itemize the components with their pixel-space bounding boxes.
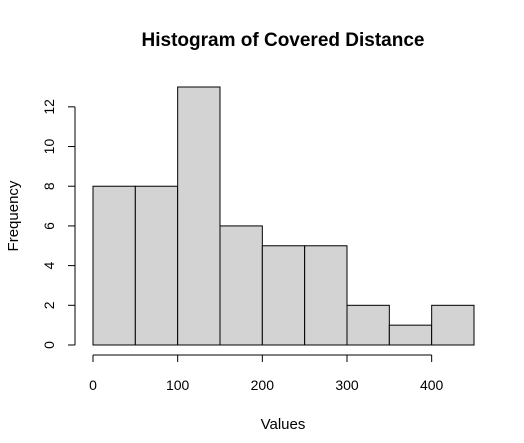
y-tick-label-0: 0 xyxy=(41,341,57,349)
histogram-bar-6 xyxy=(346,304,390,346)
y-axis-label: Frequency xyxy=(5,180,22,251)
chart-title: Histogram of Covered Distance xyxy=(142,30,425,51)
y-tick-label-10: 10 xyxy=(41,139,57,155)
y-tick-label-6: 6 xyxy=(41,222,57,230)
x-tick-label-100: 100 xyxy=(166,377,190,393)
bars-group xyxy=(92,86,475,346)
histogram-bar-2 xyxy=(177,86,221,346)
x-axis: 0 100 200 300 400 xyxy=(89,354,444,393)
y-tick-label-4: 4 xyxy=(41,262,57,270)
histogram-bar-3 xyxy=(219,225,263,346)
x-tick-label-200: 200 xyxy=(251,377,275,393)
x-tick-label-300: 300 xyxy=(335,377,359,393)
histogram-bar-5 xyxy=(304,245,348,346)
histogram-bar-0 xyxy=(92,185,136,346)
histogram-bar-7 xyxy=(388,324,433,346)
x-axis-label: Values xyxy=(261,416,306,433)
y-tick-label-8: 8 xyxy=(41,182,57,190)
histogram-bar-8 xyxy=(431,304,475,346)
histogram-bar-1 xyxy=(134,185,179,346)
y-tick-label-2: 2 xyxy=(41,301,57,309)
histogram-bar-4 xyxy=(261,245,306,346)
x-tick-label-400: 400 xyxy=(420,377,444,393)
y-tick-label-12: 12 xyxy=(41,99,57,115)
y-axis: 0 2 4 6 8 10 12 xyxy=(41,99,76,349)
x-tick-label-0: 0 xyxy=(89,377,97,393)
